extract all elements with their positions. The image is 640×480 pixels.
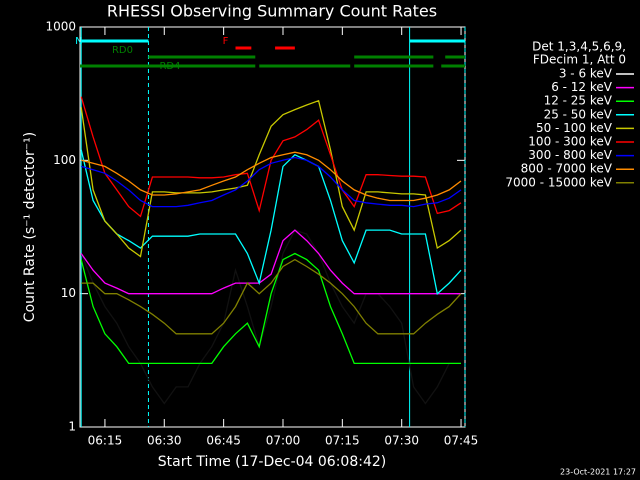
series-line xyxy=(80,99,462,258)
x-tick-label: 07:15 xyxy=(325,434,360,448)
y-axis-label: Count Rate (s⁻¹ detector⁻¹) xyxy=(22,132,38,322)
x-tick-label: 06:45 xyxy=(206,434,241,448)
y-tick-label: 1 xyxy=(68,420,76,434)
legend-label: 6 - 12 keV xyxy=(551,80,613,94)
series-line xyxy=(80,229,461,405)
y-tick-label: 100 xyxy=(53,153,76,167)
legend-label: 800 - 7000 keV xyxy=(521,162,613,176)
series-line xyxy=(81,151,462,202)
y-tick-label: 10 xyxy=(61,286,76,300)
annotation-label: RD0 xyxy=(112,45,133,56)
annotation-label: N xyxy=(75,36,82,47)
legend-label: 100 - 300 keV xyxy=(528,135,612,149)
legend-label: 3 - 6 keV xyxy=(559,67,613,81)
plot-frame xyxy=(79,26,466,428)
series-line xyxy=(80,229,461,295)
legend-title: Det 1,3,4,5,6,9, xyxy=(532,40,626,54)
x-tick-label: 06:30 xyxy=(147,434,182,448)
annotation-label: F xyxy=(223,36,229,47)
legend-label: 7000 - 15000 keV xyxy=(505,175,612,189)
legend-label: 25 - 50 keV xyxy=(544,107,613,121)
legend-title: FDecim 1, Att 0 xyxy=(533,53,626,67)
y-tick-label: 1000 xyxy=(45,20,76,34)
legend-label: 12 - 25 keV xyxy=(544,94,613,108)
legend-label: 300 - 800 keV xyxy=(528,148,612,162)
chart-title: RHESSI Observing Summary Count Rates xyxy=(107,2,437,21)
series-line xyxy=(81,258,462,335)
x-tick-label: 07:45 xyxy=(444,434,479,448)
footer: 23-Oct-2021 17:27 xyxy=(560,468,636,477)
x-axis-label: Start Time (17-Dec-04 06:08:42) xyxy=(158,454,386,470)
legend-label: 50 - 100 keV xyxy=(536,121,613,135)
x-tick-label: 07:30 xyxy=(384,434,419,448)
series-line xyxy=(80,96,462,218)
x-tick-label: 06:15 xyxy=(88,434,123,448)
series-line xyxy=(80,149,462,295)
series-line xyxy=(81,156,462,208)
series-line xyxy=(80,252,461,365)
annotation-label: RD4 xyxy=(159,61,180,72)
x-tick-label: 07:00 xyxy=(266,434,301,448)
